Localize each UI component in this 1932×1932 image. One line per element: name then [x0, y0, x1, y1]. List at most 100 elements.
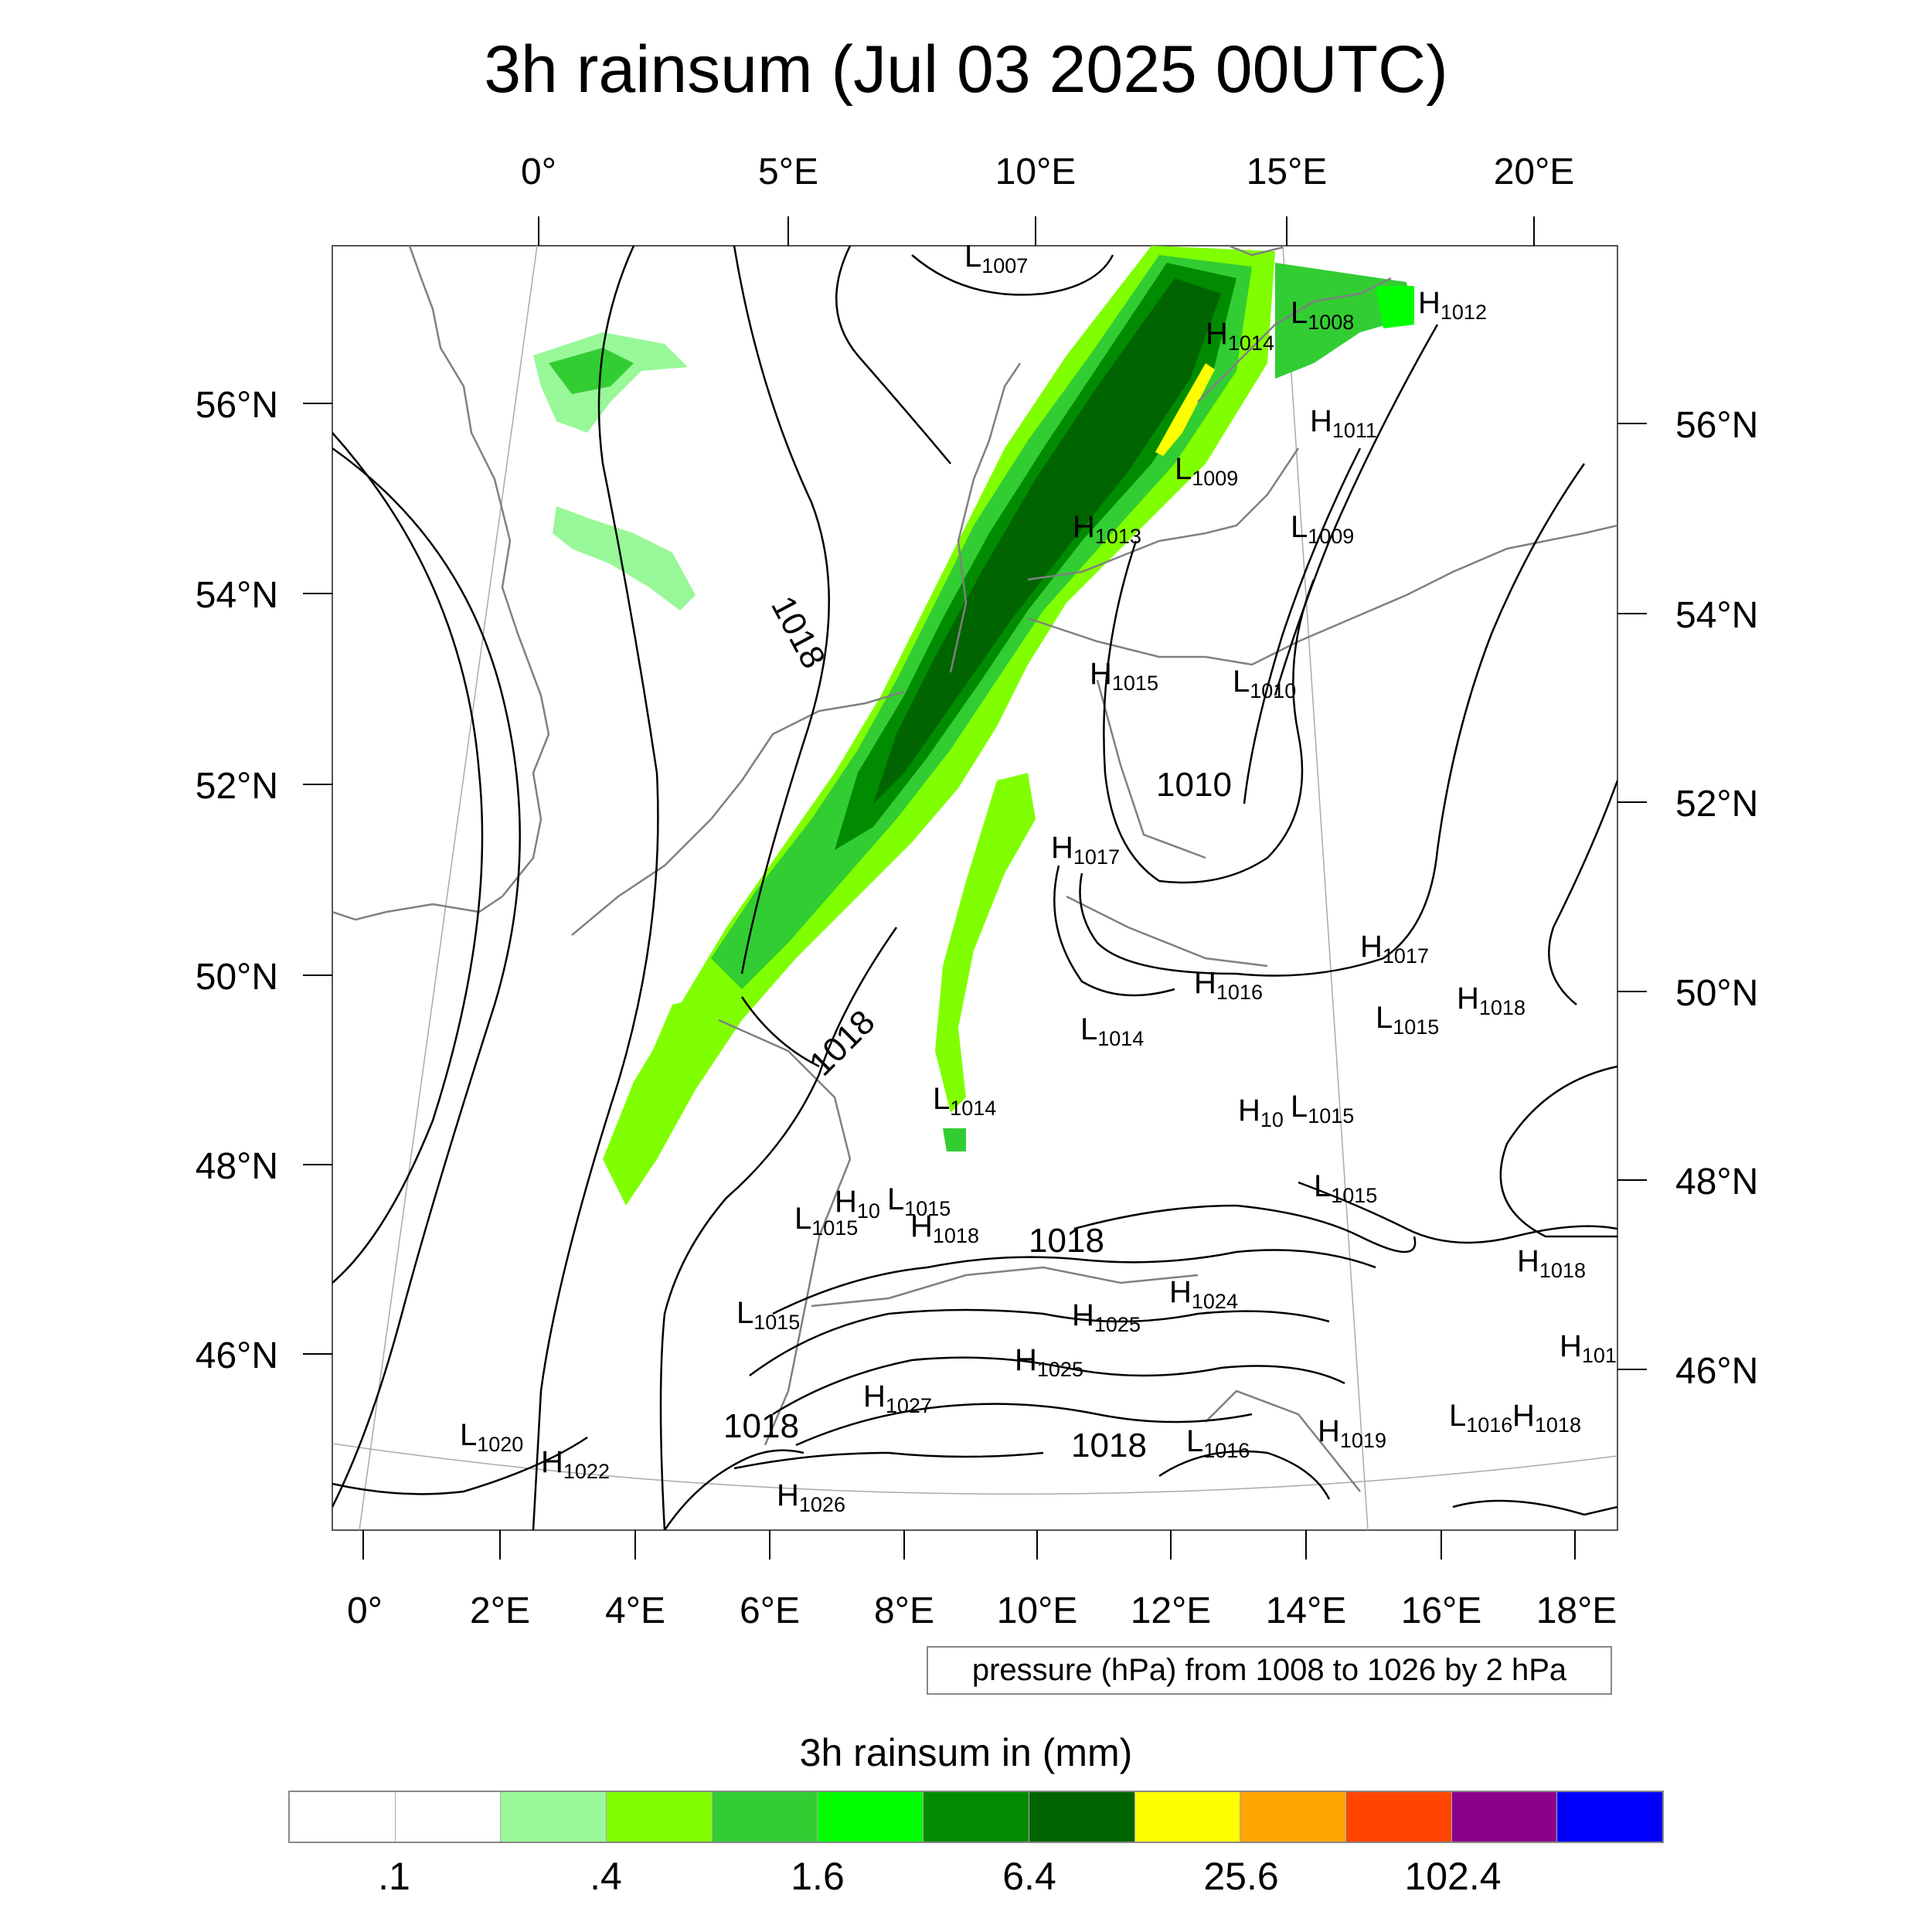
isobar-alps5	[733, 1451, 1044, 1470]
left-ticks	[303, 403, 332, 1355]
colorbar	[288, 1791, 1664, 1843]
rain-band-darkest	[873, 278, 1221, 804]
isobar-1018b	[740, 996, 820, 1068]
isobar-c4	[1073, 1204, 1417, 1253]
parallel-45n	[332, 1443, 1617, 1495]
left-lat-label: 52°N	[196, 766, 278, 807]
pressure-center: H1025	[1015, 1343, 1083, 1381]
right-lat-label: 48°N	[1675, 1162, 1758, 1202]
pressure-center: H1019	[1318, 1414, 1386, 1452]
isobar-alps2	[749, 1308, 1330, 1377]
colorbar-segment	[1240, 1792, 1346, 1842]
bottom-lon-label: 6°E	[740, 1590, 800, 1631]
colorbar-segment	[923, 1792, 1029, 1842]
right-ticks	[1617, 423, 1647, 1370]
isobar-s2	[1158, 1450, 1331, 1500]
right-lat-label: 50°N	[1675, 973, 1758, 1014]
coast-continent	[571, 690, 905, 936]
top-lon-labels: 0° 5°E 10°E 15°E 20°E	[521, 151, 1574, 192]
graticule	[332, 246, 1617, 1530]
pressure-center: L1015	[1376, 1001, 1439, 1039]
isobar-e5	[1499, 1065, 1617, 1238]
isobar-c2	[911, 254, 1114, 296]
pressure-center: L1015	[794, 1202, 858, 1240]
isobar-s1	[663, 1449, 804, 1530]
colorbar-segment	[1451, 1792, 1558, 1842]
pressure-center: H101	[1560, 1329, 1617, 1367]
isobar-c3	[1053, 865, 1175, 997]
rain-field	[533, 246, 1414, 1206]
contour-info-box: pressure (hPa) from 1008 to 1026 by 2 hP…	[927, 1646, 1612, 1695]
pressure-center: H1018	[1457, 981, 1526, 1019]
pressure-center: H1022	[541, 1445, 610, 1483]
pressure-center: H1024	[1169, 1275, 1238, 1313]
colorbar-segment	[607, 1792, 713, 1842]
right-lat-label: 54°N	[1675, 595, 1758, 636]
right-lat-labels: 56°N 54°N 52°N 50°N 48°N 46°N	[1675, 405, 1758, 1392]
coast-baltic-south	[1027, 524, 1617, 666]
coast-uk-south	[332, 895, 503, 921]
colorbar-label: 6.4	[1002, 1855, 1056, 1898]
coast-norway	[1228, 246, 1284, 257]
right-lat-label: 46°N	[1675, 1351, 1758, 1392]
pressure-center: L1014	[1080, 1012, 1144, 1050]
bottom-lon-label: 0°	[347, 1590, 383, 1631]
left-lat-label: 50°N	[196, 957, 278, 998]
isobar-w2	[332, 432, 484, 1284]
rain-patch-east2	[1376, 286, 1414, 328]
isobars	[332, 246, 1617, 1530]
left-lat-label: 46°N	[196, 1335, 278, 1376]
isobar-value-label: 1010	[1156, 766, 1232, 804]
isobar-value-label: 1018	[1071, 1427, 1147, 1464]
pressure-center: H1018	[1512, 1399, 1581, 1437]
isobar-hungary	[1298, 1181, 1617, 1244]
pressure-centers: L1007 L1008 H1014 H1012 H1011 L1009 L100…	[460, 240, 1617, 1516]
left-lat-label: 56°N	[196, 385, 278, 426]
coast-sweden	[1197, 277, 1392, 403]
bottom-lon-label: 2°E	[470, 1590, 530, 1631]
bottom-lon-label: 16°E	[1401, 1590, 1482, 1631]
left-lat-labels: 56°N 54°N 52°N 50°N 48°N 46°N	[196, 385, 278, 1376]
coastlines	[332, 246, 1617, 1492]
colorbar-title: 3h rainsum in (mm)	[799, 1731, 1133, 1774]
top-lon-label: 0°	[521, 151, 556, 192]
meridian-0	[359, 246, 538, 1530]
pressure-center: H1016	[1194, 966, 1263, 1004]
bottom-lon-label: 4°E	[605, 1590, 665, 1631]
pressure-center: H1013	[1073, 510, 1141, 548]
pressure-center: L1015	[1314, 1169, 1377, 1207]
pressure-center: L1016	[1449, 1399, 1512, 1437]
rain-streaks-sw	[611, 997, 703, 1159]
top-lon-label: 15°E	[1247, 151, 1328, 192]
isobar-value-label: 1018	[1029, 1222, 1104, 1260]
colorbar-label: 25.6	[1203, 1855, 1279, 1898]
top-ticks	[538, 216, 1535, 246]
left-lat-label: 54°N	[196, 575, 278, 616]
pressure-center: H1017	[1360, 930, 1429, 968]
pressure-center: H1017	[1051, 831, 1120, 869]
pressure-center: L1009	[1175, 452, 1238, 490]
colorbar-segment	[1557, 1792, 1662, 1842]
pressure-center: L1009	[1291, 510, 1354, 548]
isobar-sw	[332, 1436, 588, 1495]
pressure-center: H1011	[1310, 404, 1377, 442]
rain-patch-ns1b	[549, 348, 634, 394]
bottom-lon-label: 12°E	[1131, 1590, 1212, 1631]
colorbar-segment	[1345, 1792, 1452, 1842]
pressure-center: H1018	[1517, 1244, 1586, 1282]
isobar-alps4	[795, 1403, 1253, 1447]
coast-adriatic	[1205, 1389, 1361, 1492]
isobar-1018	[733, 246, 830, 975]
colorbar-segment	[712, 1792, 818, 1842]
colorbar-segment	[818, 1792, 924, 1842]
bottom-lon-label: 14°E	[1266, 1590, 1347, 1631]
pressure-center: L1020	[460, 1418, 523, 1456]
pressure-center: L1015	[736, 1296, 800, 1334]
bottom-ticks	[362, 1530, 1576, 1560]
rain-patch-small	[943, 1128, 966, 1151]
pressure-center: L1016	[1186, 1424, 1250, 1462]
rain-band-south	[935, 773, 1036, 1113]
pressure-center: H10	[1238, 1094, 1284, 1131]
isobar-1018-south	[659, 927, 898, 1530]
colorbar-label: 1.6	[791, 1855, 845, 1898]
